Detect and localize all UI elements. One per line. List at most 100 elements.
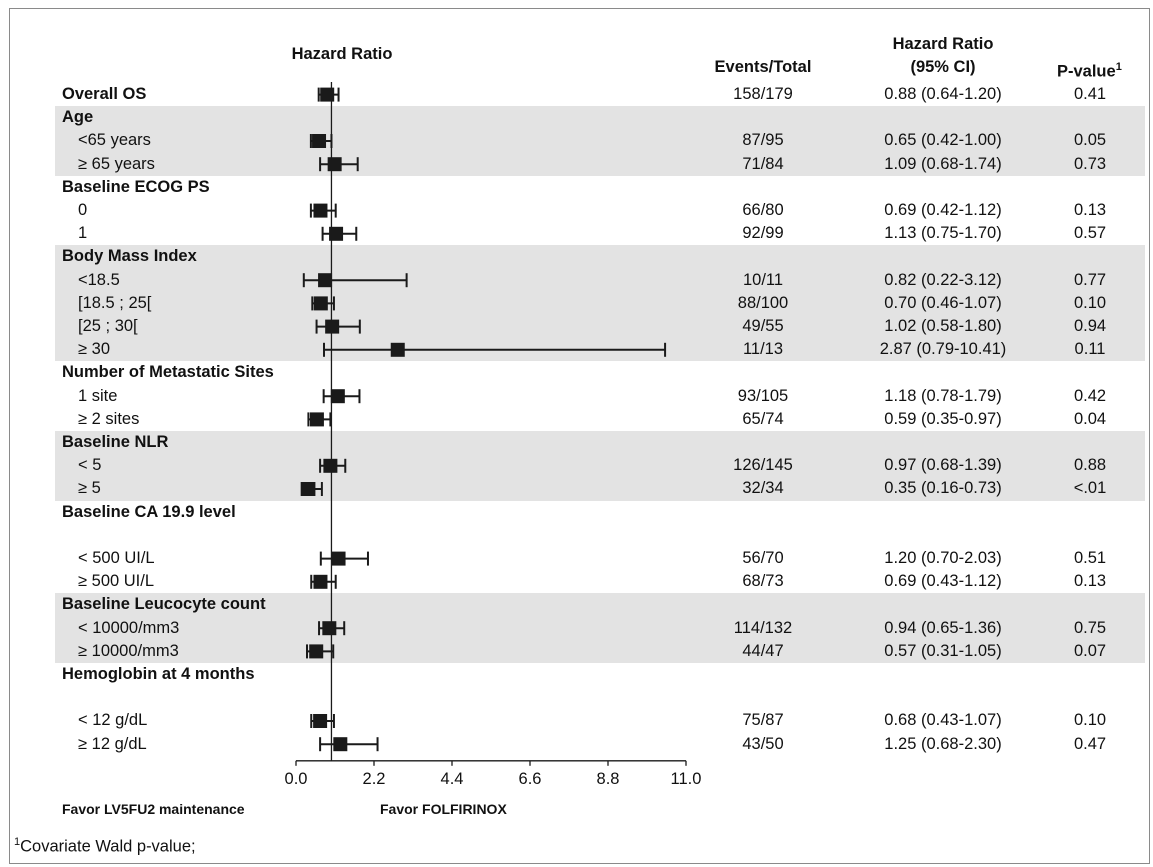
events-total-value: 66/80 [742, 201, 784, 219]
footnote-sup: 1 [14, 836, 21, 848]
hr-point-marker [322, 621, 337, 636]
x-tick-label: 4.4 [440, 769, 464, 788]
events-total-value: 44/47 [742, 641, 784, 660]
hr-point-marker [318, 273, 333, 288]
hr-ci-value: 0.82 (0.22-3.12) [884, 270, 1002, 289]
p-value: 0.94 [1073, 317, 1107, 335]
p-value: 0.73 [1073, 154, 1107, 173]
subgroup-label: ≥ 5 [78, 479, 101, 498]
p-value: 0.51 [1073, 549, 1107, 567]
hr-ci-value: 0.57 (0.31-1.05) [884, 641, 1002, 660]
p-value: 0.04 [1073, 409, 1107, 428]
subgroup-label: 1 site [78, 386, 118, 405]
hr-ci-value: 1.02 (0.58-1.80) [884, 317, 1002, 335]
p-value: 0.05 [1073, 131, 1107, 150]
subgroup-label: < 500 UI/L [78, 549, 155, 567]
events-total-value: 71/84 [742, 154, 784, 173]
row-band [55, 431, 1145, 501]
hr-ci-value: 1.09 (0.68-1.74) [884, 154, 1002, 173]
p-value: 0.11 [1074, 340, 1106, 359]
group-label: Overall OS [62, 85, 147, 103]
hr-point-marker [330, 389, 345, 404]
subgroup-label: <18.5 [78, 270, 120, 289]
plot-header: Hazard Ratio [291, 45, 393, 63]
group-label: Baseline CA 19.9 level [62, 502, 236, 521]
p-value: 0.75 [1073, 618, 1107, 637]
row-band [55, 593, 1145, 663]
x-tick-label: 0.0 [284, 769, 308, 788]
events-total-value: 65/74 [742, 409, 784, 428]
subgroup-label: [25 ; 30[ [78, 317, 138, 335]
events-total-value: 43/50 [742, 734, 784, 753]
group-label: Hemoglobin at 4 months [62, 665, 255, 683]
hr-point-marker [320, 87, 335, 102]
figure-frame [9, 8, 1150, 864]
hr-ci-value: 0.65 (0.42-1.00) [884, 131, 1002, 150]
subgroup-label: ≥ 10000/mm3 [78, 641, 179, 660]
group-label: Baseline Leucocyte count [62, 595, 266, 614]
hr-ci-value: 0.35 (0.16-0.73) [884, 479, 1002, 498]
subgroup-label: < 10000/mm3 [78, 618, 180, 637]
events-total-value: 56/70 [742, 549, 784, 567]
hr-point-marker [313, 714, 328, 728]
p-value: <.01 [1073, 479, 1107, 498]
events-total-value: 10/11 [742, 270, 784, 289]
subgroup-label: ≥ 65 years [78, 154, 155, 173]
hr-ci-value: 0.68 (0.43-1.07) [884, 711, 1002, 730]
hr-ci-value: 1.13 (0.75-1.70) [884, 224, 1002, 243]
hr-point-marker [301, 482, 316, 496]
hr-point-marker [309, 412, 324, 427]
hr-ci-header-line2: (95% CI) [910, 58, 976, 76]
events-total-value: 126/145 [733, 456, 793, 475]
hr-ci-value: 0.94 (0.65-1.36) [884, 618, 1002, 637]
events-total-value: 158/179 [733, 85, 793, 103]
hr-point-marker [312, 134, 327, 148]
hr-ci-value: 1.25 (0.68-2.30) [884, 734, 1002, 753]
p-value: 0.77 [1073, 270, 1107, 289]
group-label: Baseline ECOG PS [62, 177, 210, 196]
events-total-value: 11/13 [742, 340, 784, 359]
events-total-value: 49/55 [742, 317, 784, 335]
hr-point-marker [390, 342, 405, 357]
hr-point-marker [309, 644, 324, 659]
hr-ci-value: 1.20 (0.70-2.03) [884, 549, 1002, 567]
hr-ci-value: 0.88 (0.64-1.20) [884, 85, 1002, 103]
p-value: 0.41 [1073, 85, 1107, 103]
hr-point-marker [323, 458, 338, 473]
hr-point-marker [327, 157, 342, 172]
x-tick-label: 8.8 [596, 769, 620, 788]
hr-ci-value: 0.97 (0.68-1.39) [884, 456, 1002, 475]
hr-ci-value: 2.87 (0.79-10.41) [879, 340, 1007, 359]
x-tick-label: 6.6 [518, 769, 542, 788]
subgroup-label: ≥ 500 UI/L [78, 572, 155, 591]
hr-point-marker [333, 737, 348, 752]
p-value: 0.07 [1073, 641, 1107, 660]
p-value: 0.13 [1073, 201, 1107, 219]
group-label: Age [62, 108, 94, 127]
favor-right-label: Favor FOLFIRINOX [380, 801, 507, 817]
group-label: Body Mass Index [62, 247, 197, 266]
subgroup-label: < 5 [78, 456, 102, 475]
subgroup-label: 0 [78, 201, 88, 219]
events-total-value: 114/132 [733, 618, 793, 637]
hr-point-marker [329, 226, 344, 241]
p-value: 0.42 [1073, 386, 1107, 405]
x-tick-label: 2.2 [362, 769, 386, 788]
hr-ci-header-line1: Hazard Ratio [892, 35, 994, 53]
p-value: 0.57 [1073, 224, 1107, 243]
events-total-value: 75/87 [742, 711, 784, 730]
p-value: 0.10 [1073, 711, 1107, 730]
subgroup-label: <65 years [78, 131, 151, 150]
x-tick-label: 11.0 [670, 769, 702, 788]
p-value: 0.88 [1073, 456, 1107, 475]
p-value: 0.13 [1073, 572, 1107, 591]
hr-point-marker [325, 319, 340, 334]
subgroup-label: [18.5 ; 25[ [78, 293, 152, 312]
hr-point-marker [313, 296, 328, 311]
p-value: 0.47 [1073, 734, 1107, 753]
events-total-value: 87/95 [742, 131, 784, 150]
events-total-value: 32/34 [742, 479, 784, 498]
row-band [55, 106, 1145, 176]
subgroup-label: < 12 g/dL [78, 711, 148, 730]
